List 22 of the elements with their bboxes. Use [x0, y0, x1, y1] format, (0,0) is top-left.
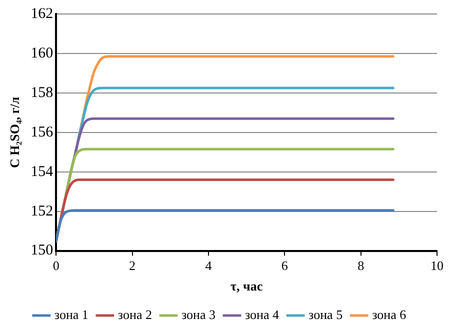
legend-label: зона 1 — [54, 306, 88, 322]
legend-label: зона 2 — [118, 306, 152, 322]
x-tick-label: 2 — [129, 258, 136, 274]
y-tick-label: 150 — [30, 242, 54, 259]
line-series — [56, 209, 394, 242]
y-tick-label: 152 — [30, 203, 54, 220]
legend-label: зона 3 — [181, 306, 216, 322]
y-tick-label: 160 — [30, 45, 54, 62]
y-axis-title: C H₂SO₄, г/л — [7, 96, 22, 168]
x-axis-title: τ, час — [230, 278, 263, 294]
x-tick-label: 4 — [205, 258, 212, 274]
x-tick-label: 0 — [52, 258, 60, 274]
x-tick-label: 8 — [358, 258, 364, 274]
legend-label: зона 6 — [372, 306, 407, 322]
x-tick-label: 6 — [281, 258, 288, 274]
y-tick-label: 154 — [30, 164, 54, 180]
x-tick-label: 10 — [430, 258, 444, 274]
y-tick-label: 158 — [30, 84, 54, 101]
legend-label: зона 4 — [245, 306, 280, 322]
y-tick-label: 162 — [30, 6, 54, 22]
legend-label: зона 5 — [308, 306, 343, 322]
y-tick-label: 156 — [30, 124, 54, 140]
